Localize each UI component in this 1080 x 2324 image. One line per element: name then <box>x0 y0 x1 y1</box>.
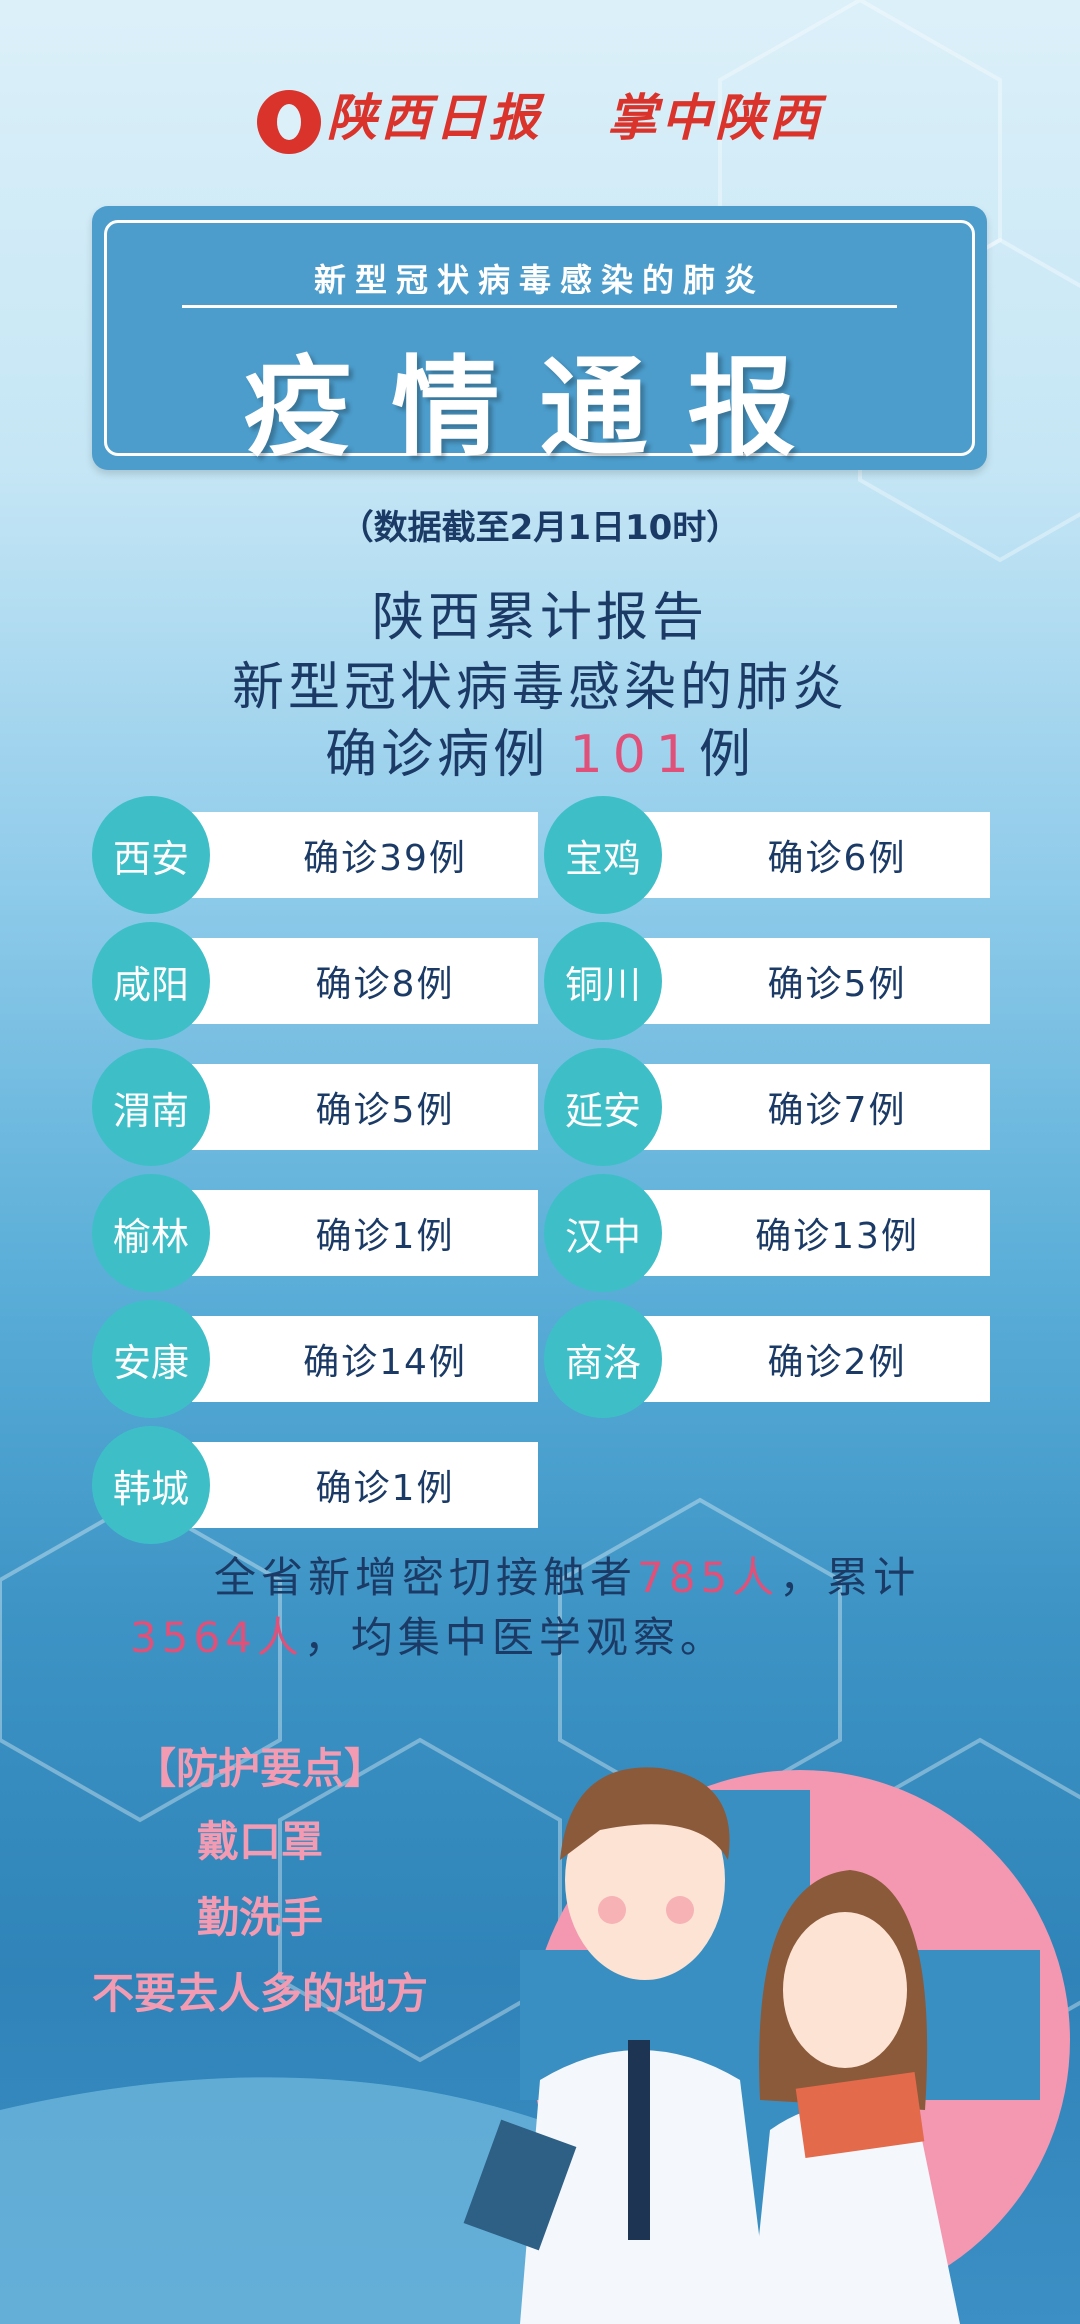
total-cases: 101 <box>569 725 699 785</box>
date-note: （数据截至2月1日10时） <box>339 508 741 548</box>
city-count: 确诊6例 <box>644 812 990 898</box>
city-count: 确诊7例 <box>644 1064 990 1150</box>
logo-globe-icon <box>256 90 321 154</box>
city-row: 确诊39例 西安 <box>92 796 540 914</box>
city-name: 延安 <box>544 1048 662 1166</box>
summary-line3: 确诊病例 101例 <box>0 712 1080 787</box>
contacts-text: 全省新增密切接触者785人，累计 3564人，均集中医学观察。 <box>130 1548 1010 1668</box>
city-count: 确诊2例 <box>644 1316 990 1402</box>
tip-item: 勤洗手 <box>196 1893 323 1942</box>
new-contacts: 785人 <box>637 1553 780 1602</box>
title-divider <box>182 305 897 308</box>
tip-item: 不要去人多的地方 <box>91 1969 428 2018</box>
city-row: 确诊8例 咸阳 <box>92 922 540 1040</box>
city-name: 铜川 <box>544 922 662 1040</box>
city-name: 渭南 <box>92 1048 210 1166</box>
summary-suffix: 例 <box>698 725 755 785</box>
city-row: 确诊5例 渭南 <box>92 1048 540 1166</box>
city-count: 确诊13例 <box>644 1190 990 1276</box>
tip-item: 戴口罩 <box>196 1817 323 1866</box>
city-row: 确诊1例 榆林 <box>92 1174 540 1292</box>
city-row: 确诊14例 安康 <box>92 1300 540 1418</box>
female-doctor <box>750 2105 960 2324</box>
title-box: 新型冠状病毒感染的肺炎 疫情通报 <box>92 206 987 471</box>
app-name: 掌中陕西 <box>607 88 824 147</box>
city-name: 汉中 <box>544 1174 662 1292</box>
city-count: 确诊5例 <box>192 1064 538 1150</box>
summary-line1: 陕西累计报告 <box>371 588 708 648</box>
city-name: 西安 <box>92 796 210 914</box>
city-count: 确诊5例 <box>644 938 990 1024</box>
tips-title: 【防护要点】 <box>133 1744 386 1793</box>
total-contacts: 3564人 <box>130 1613 304 1662</box>
logo-text: 陕西日报 <box>326 88 543 147</box>
city-row: 确诊1例 韩城 <box>92 1426 540 1544</box>
city-name: 榆林 <box>92 1174 210 1292</box>
city-count: 确诊39例 <box>192 812 538 898</box>
city-name: 安康 <box>92 1300 210 1418</box>
title-subtitle: 新型冠状病毒感染的肺炎 <box>313 261 765 299</box>
contacts-suffix: ，均集中医学观察。 <box>303 1613 727 1662</box>
contacts-prefix: 全省新增密切接触者 <box>214 1553 638 1602</box>
city-count: 确诊1例 <box>192 1442 538 1528</box>
city-count: 确诊14例 <box>192 1316 538 1402</box>
summary-prefix: 确诊病例 <box>325 725 550 785</box>
city-row: 确诊6例 宝鸡 <box>544 796 992 914</box>
summary-line2: 新型冠状病毒感染的肺炎 <box>231 658 848 718</box>
city-row: 确诊7例 延安 <box>544 1048 992 1166</box>
city-count: 确诊1例 <box>192 1190 538 1276</box>
city-name: 咸阳 <box>92 922 210 1040</box>
newspaper-logo: 陕西日报 掌中陕西 <box>0 78 1080 154</box>
city-name: 韩城 <box>92 1426 210 1544</box>
city-name: 商洛 <box>544 1300 662 1418</box>
page-title: 疫情通报 <box>243 346 836 471</box>
city-name: 宝鸡 <box>544 796 662 914</box>
city-row: 确诊2例 商洛 <box>544 1300 992 1418</box>
city-row: 确诊13例 汉中 <box>544 1174 992 1292</box>
city-row: 确诊5例 铜川 <box>544 922 992 1040</box>
city-count: 确诊8例 <box>192 938 538 1024</box>
contacts-mid: ，累计 <box>779 1553 921 1602</box>
